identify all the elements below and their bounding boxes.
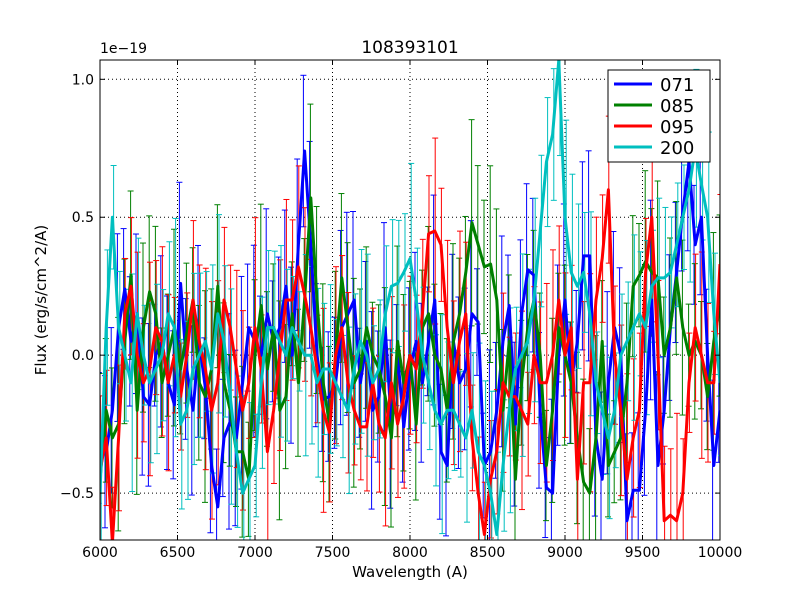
y-axis-label: Flux (erg/s/cm^2/A)	[32, 225, 50, 376]
x-axis-label: Wavelength (A)	[352, 563, 468, 581]
y-tick-label: −0.5	[60, 486, 94, 502]
legend-label-095: 095	[660, 117, 694, 138]
tick-layer: 6000 6500 7000 7500 8000 8500 9000 9500 10000 −0.…	[60, 60, 742, 561]
y-offset-label: 1e−19	[100, 41, 147, 57]
legend-label-200: 200	[660, 138, 694, 159]
y-tick-label: 0.0	[72, 348, 94, 364]
x-tick-label: 7000	[237, 545, 273, 561]
y-tick-label: 0.5	[72, 210, 94, 226]
x-tick-label: 6000	[82, 545, 118, 561]
legend-label-071: 071	[660, 75, 694, 96]
x-tick-label: 9500	[625, 545, 661, 561]
series-line-095	[100, 188, 720, 540]
series-line-200	[100, 60, 720, 536]
x-tick-label: 8000	[392, 545, 428, 561]
chart-title: 108393101	[361, 38, 458, 58]
legend-label-085: 085	[660, 96, 694, 117]
x-tick-label: 9000	[547, 545, 583, 561]
x-tick-label: 7500	[315, 545, 351, 561]
x-tick-label: 8500	[470, 545, 506, 561]
y-tick-label: 1.0	[72, 72, 94, 88]
x-tick-label: 10000	[698, 545, 743, 561]
x-tick-label: 6500	[160, 545, 196, 561]
data-layer	[100, 60, 720, 540]
